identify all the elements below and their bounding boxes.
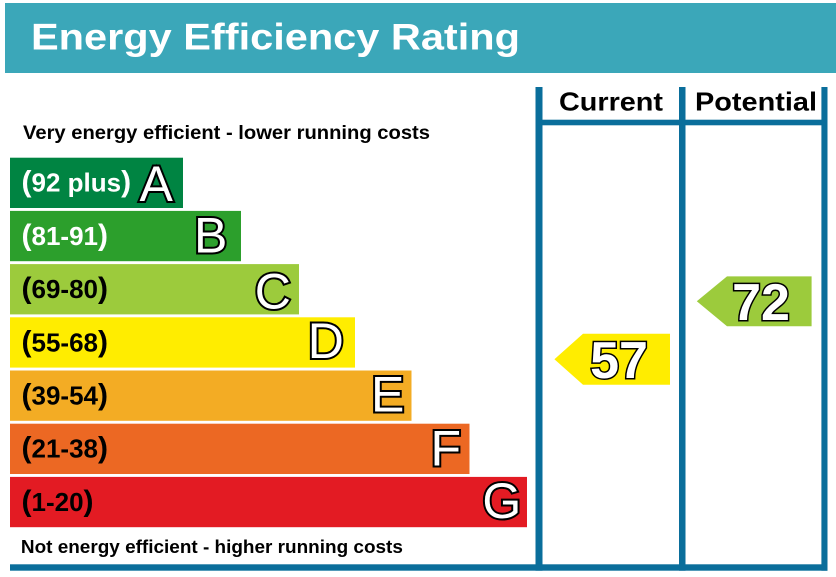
svg-text:Current: Current — [559, 87, 663, 117]
svg-text:(69-80): (69-80) — [22, 272, 109, 305]
svg-text:E: E — [371, 367, 404, 423]
svg-text:72: 72 — [732, 274, 790, 332]
svg-text:Very energy efficient - lower: Very energy efficient - lower running co… — [23, 123, 430, 144]
svg-text:(21-38): (21-38) — [22, 432, 109, 465]
svg-text:(81-91): (81-91) — [22, 219, 109, 252]
svg-text:57: 57 — [590, 332, 648, 390]
svg-text:(1-20): (1-20) — [22, 485, 94, 518]
svg-text:B: B — [194, 208, 227, 264]
svg-text:F: F — [430, 421, 461, 477]
svg-text:(39-54): (39-54) — [22, 379, 109, 412]
svg-text:(55-68): (55-68) — [22, 325, 109, 358]
svg-text:Potential: Potential — [695, 87, 817, 117]
svg-text:Not energy efficient - higher: Not energy efficient - higher running co… — [21, 536, 403, 557]
svg-text:Energy Efficiency Rating: Energy Efficiency Rating — [31, 17, 520, 58]
svg-text:A: A — [140, 156, 174, 212]
svg-text:D: D — [308, 313, 344, 369]
svg-text:G: G — [482, 473, 521, 529]
svg-text:C: C — [255, 264, 291, 320]
svg-text:(92 plus): (92 plus) — [22, 166, 132, 199]
